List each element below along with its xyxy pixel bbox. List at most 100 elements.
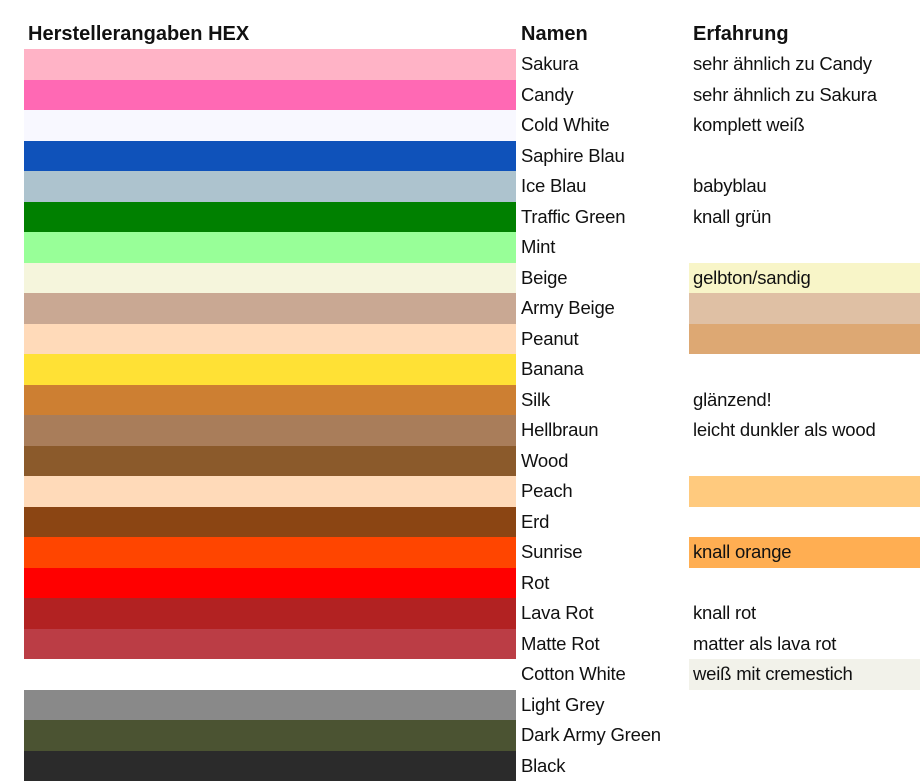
color-name[interactable]: Candy xyxy=(521,83,574,105)
color-swatch[interactable] xyxy=(24,201,516,232)
color-name[interactable]: Silk xyxy=(521,388,551,410)
color-table: Sakura sehr ähnlich zu Candy Candy sehr ähn… xyxy=(0,49,920,781)
color-swatch[interactable] xyxy=(24,537,516,568)
table-row: Wood xyxy=(0,445,920,477)
color-swatch[interactable] xyxy=(24,628,516,659)
color-swatch[interactable] xyxy=(24,49,516,80)
experience-note[interactable] xyxy=(689,446,920,477)
experience-note[interactable]: leicht dunkler als wood xyxy=(693,419,876,440)
color-name[interactable]: Mint xyxy=(521,236,556,257)
color-name[interactable]: Black xyxy=(521,754,566,776)
table-row: Cold White komplett weiß xyxy=(0,110,920,141)
table-row: Hellbraun leicht dunkler als wood xyxy=(0,415,920,446)
color-name[interactable]: Cold White xyxy=(521,114,610,135)
color-swatch[interactable] xyxy=(24,323,516,354)
header-hex: Herstellerangaben HEX xyxy=(28,23,250,45)
color-name[interactable]: Dark Army Green xyxy=(521,724,661,745)
color-swatch[interactable] xyxy=(24,415,516,446)
color-swatch[interactable] xyxy=(24,293,516,324)
table-row: Beige gelbton/sandig xyxy=(0,262,920,293)
color-name[interactable]: Matte Rot xyxy=(521,632,600,654)
experience-note[interactable]: knall grün xyxy=(693,205,772,227)
color-swatch[interactable] xyxy=(24,476,516,507)
table-row: Peanut xyxy=(0,323,920,354)
table-row: Banana xyxy=(0,354,920,385)
color-swatch[interactable] xyxy=(24,232,516,263)
header-names: Namen xyxy=(521,23,588,45)
color-name[interactable]: Light Grey xyxy=(521,693,605,715)
experience-note[interactable] xyxy=(689,720,920,751)
color-name[interactable]: Wood xyxy=(521,449,569,471)
color-swatch[interactable] xyxy=(24,171,516,202)
color-name[interactable]: Erd xyxy=(521,510,550,532)
experience-note[interactable]: weiß mit cremestich xyxy=(689,659,920,690)
experience-note[interactable]: komplett weiß xyxy=(693,114,805,135)
color-name[interactable]: Army Beige xyxy=(521,297,615,318)
experience-note[interactable]: glänzend! xyxy=(693,388,772,410)
color-name[interactable]: Peanut xyxy=(521,327,579,349)
table-row: Army Beige xyxy=(0,293,920,324)
table-row: Sakura sehr ähnlich zu Candy xyxy=(0,49,920,80)
color-name[interactable]: Rot xyxy=(521,571,550,593)
experience-note[interactable]: knall orange xyxy=(689,537,920,568)
table-row: Ice Blau babyblau xyxy=(0,171,920,202)
experience-note[interactable] xyxy=(689,232,920,263)
experience-note[interactable] xyxy=(689,354,920,385)
table-row: Sunrise knall orange xyxy=(0,537,920,568)
color-name[interactable]: Lava Rot xyxy=(521,602,594,623)
experience-note[interactable] xyxy=(689,293,920,324)
table-row: Black xyxy=(0,750,920,781)
color-swatch[interactable] xyxy=(24,110,516,141)
experience-note[interactable] xyxy=(689,751,920,781)
table-row: Lava Rot knall rot xyxy=(0,598,920,629)
experience-note[interactable]: gelbton/sandig xyxy=(689,262,920,293)
table-row: Mint xyxy=(0,232,920,263)
experience-note[interactable] xyxy=(689,476,920,507)
color-swatch[interactable] xyxy=(24,445,516,476)
color-name[interactable]: Sakura xyxy=(521,53,579,74)
table-row: Cotton White weiß mit cremestich xyxy=(0,659,920,690)
color-name[interactable]: Ice Blau xyxy=(521,175,587,196)
color-swatch[interactable] xyxy=(24,659,516,690)
color-swatch[interactable] xyxy=(24,567,516,598)
experience-note[interactable] xyxy=(689,690,920,721)
table-row: Dark Army Green xyxy=(0,720,920,751)
color-swatch[interactable] xyxy=(24,140,516,171)
table-row: Peach xyxy=(0,476,920,507)
table-row: Erd xyxy=(0,506,920,538)
experience-note[interactable] xyxy=(689,323,920,354)
color-swatch[interactable] xyxy=(24,384,516,415)
color-swatch[interactable] xyxy=(24,262,516,293)
color-swatch[interactable] xyxy=(24,506,516,537)
experience-note[interactable]: knall rot xyxy=(693,602,756,623)
color-swatch[interactable] xyxy=(24,354,516,385)
table-row: Silk glänzend! xyxy=(0,384,920,415)
color-name[interactable]: Sunrise xyxy=(521,541,583,562)
color-name[interactable]: Cotton White xyxy=(521,663,626,684)
table-row: Matte Rot matter als lava rot xyxy=(0,628,920,659)
color-name[interactable]: Traffic Green xyxy=(521,205,626,227)
table-row: Saphire Blau xyxy=(0,140,920,172)
color-name[interactable]: Saphire Blau xyxy=(521,144,625,166)
color-swatch[interactable] xyxy=(24,689,516,720)
color-swatch[interactable] xyxy=(24,750,516,781)
experience-note[interactable]: sehr ähnlich zu Sakura xyxy=(693,83,877,105)
experience-note[interactable] xyxy=(689,141,920,172)
color-swatch[interactable] xyxy=(24,720,516,751)
experience-note[interactable]: sehr ähnlich zu Candy xyxy=(693,53,872,74)
table-row: Light Grey xyxy=(0,689,920,721)
experience-note[interactable]: matter als lava rot xyxy=(693,632,837,654)
color-name[interactable]: Banana xyxy=(521,358,584,379)
color-name[interactable]: Peach xyxy=(521,480,573,501)
color-swatch[interactable] xyxy=(24,598,516,629)
color-swatch[interactable] xyxy=(24,79,516,110)
color-name[interactable]: Hellbraun xyxy=(521,419,599,440)
table-row: Candy sehr ähnlich zu Sakura xyxy=(0,79,920,110)
experience-note[interactable] xyxy=(689,507,920,538)
table-row: Rot xyxy=(0,567,920,599)
color-name[interactable]: Beige xyxy=(521,266,568,288)
header-experience: Erfahrung xyxy=(693,23,789,45)
table-row: Traffic Green knall grün xyxy=(0,201,920,232)
experience-note[interactable] xyxy=(689,568,920,599)
experience-note[interactable]: babyblau xyxy=(693,175,767,196)
